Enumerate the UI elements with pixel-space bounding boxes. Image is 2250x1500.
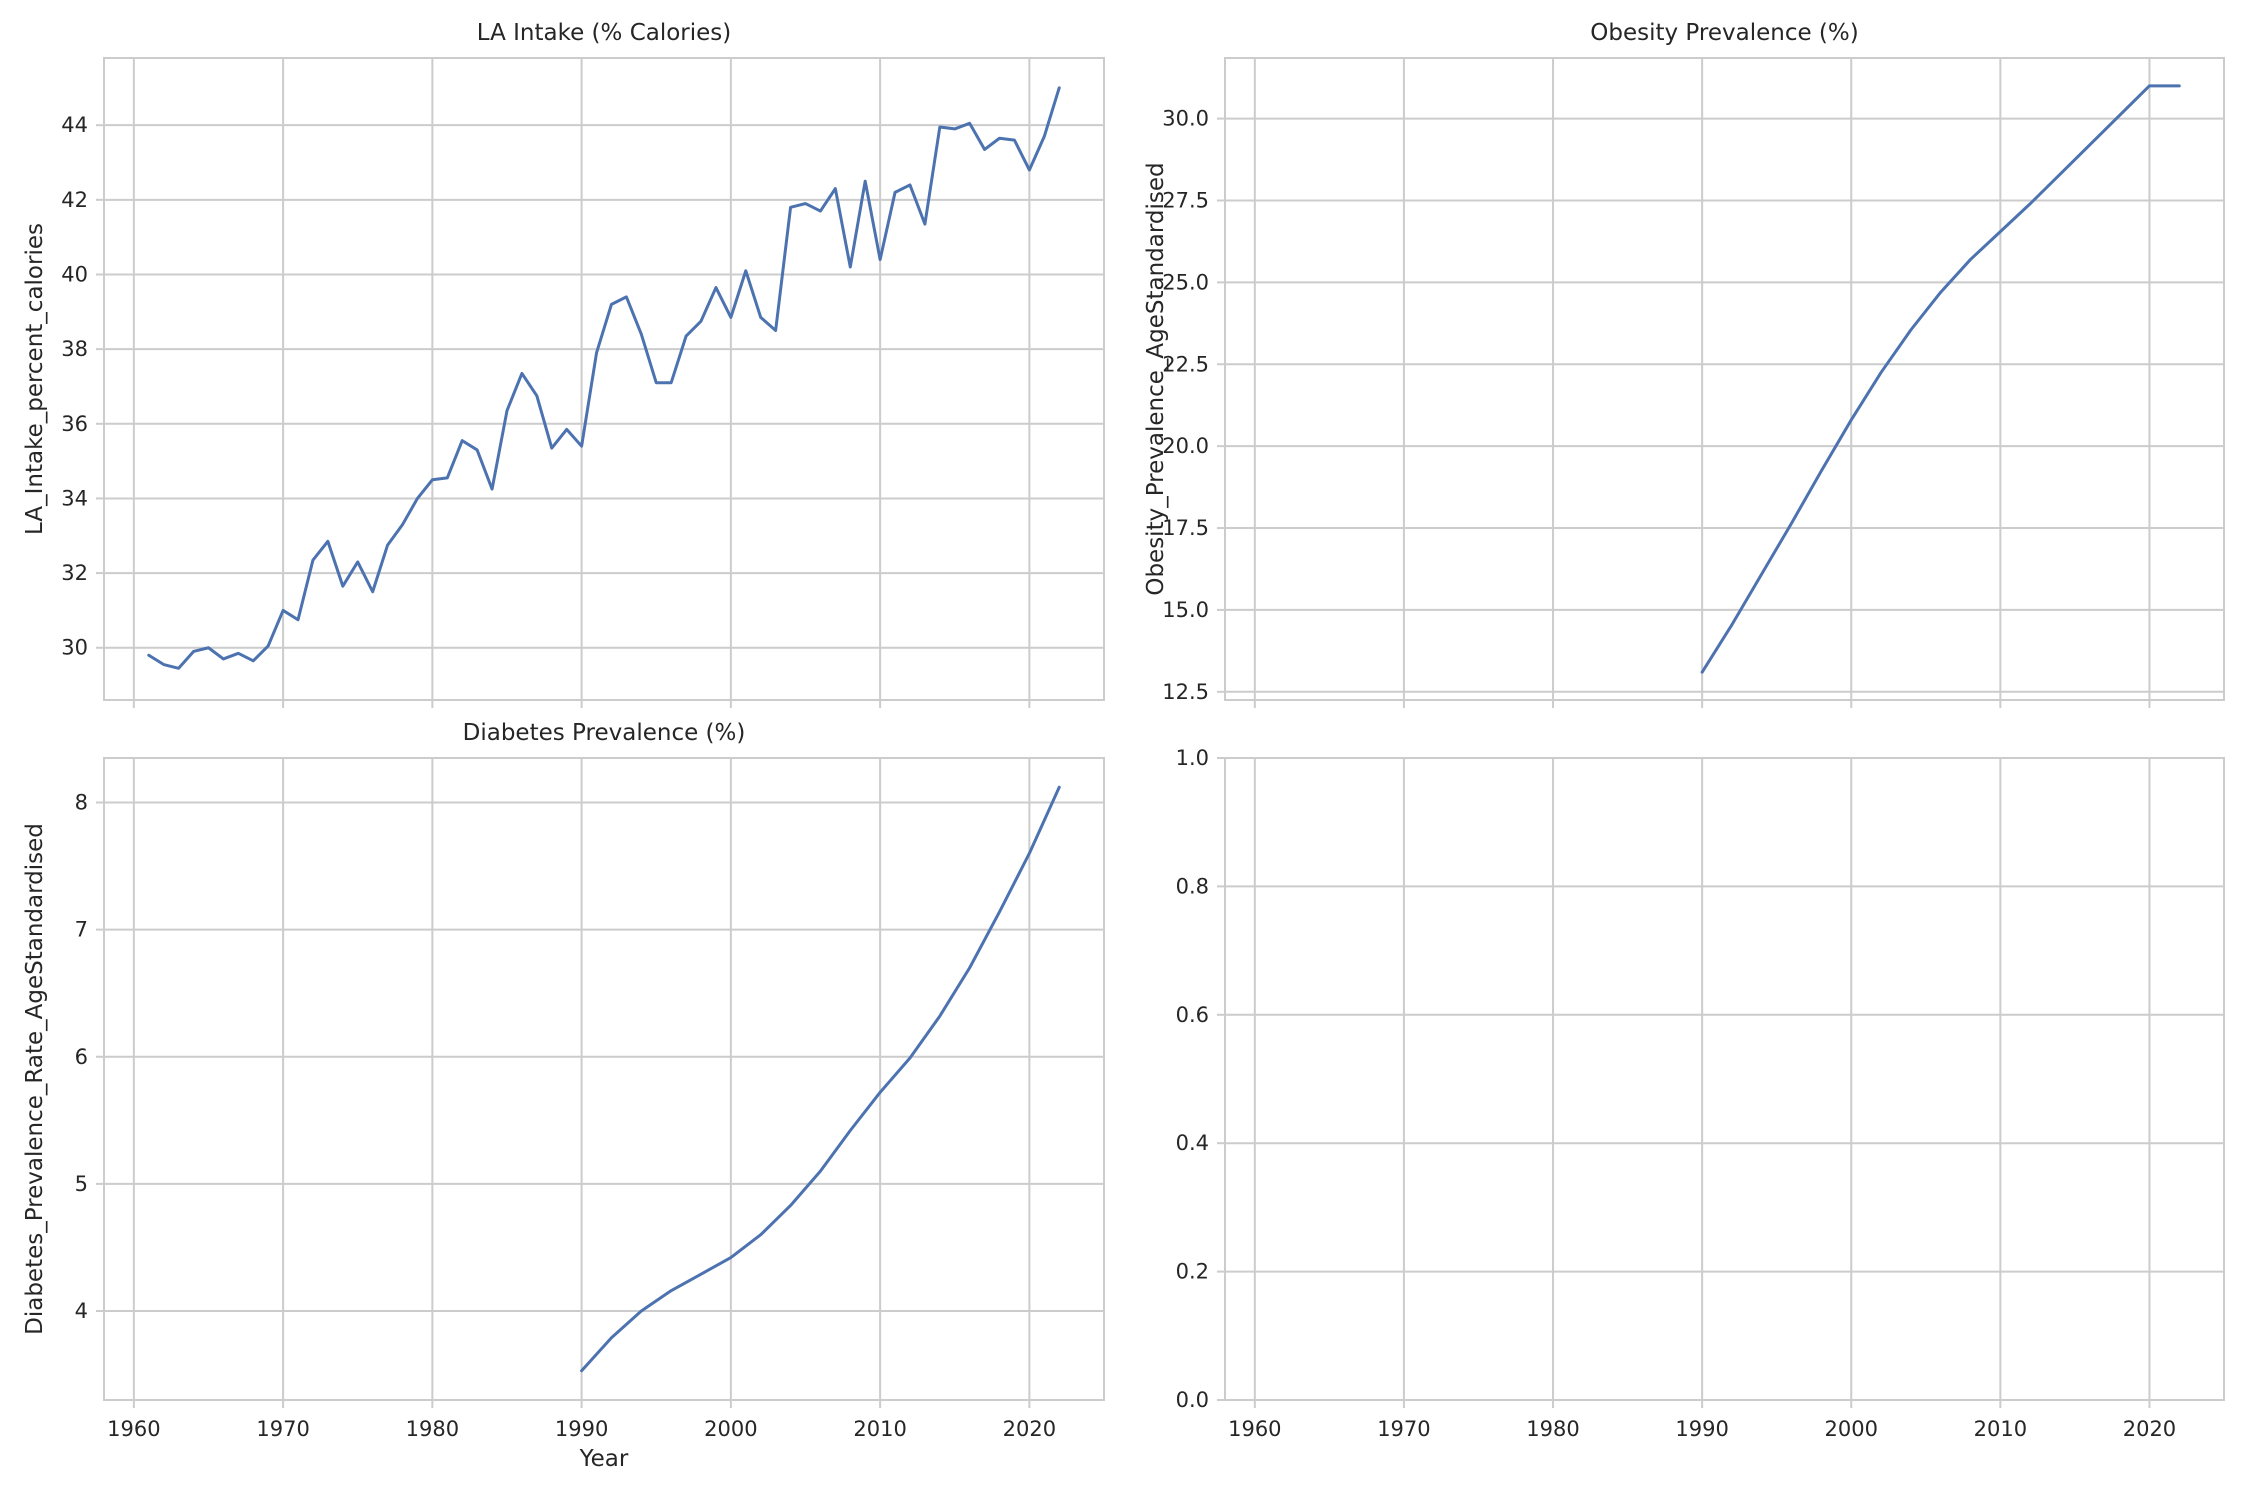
y-tick-label: 25.0 — [1162, 270, 1209, 294]
x-tick-label: 1980 — [1526, 1417, 1579, 1441]
series-line — [580, 785, 1061, 1373]
y-tick-label: 7 — [75, 918, 88, 942]
y-tick-label: 38 — [61, 337, 88, 361]
y-tick-label: 44 — [61, 113, 88, 137]
y-tick-label: 22.5 — [1162, 352, 1209, 376]
plot-frame — [1224, 757, 2225, 1401]
y-tick-label: 36 — [61, 412, 88, 436]
y-axis-label: Diabetes_Prevalence_Rate_AgeStandardised — [22, 823, 48, 1335]
x-tick-label: 1980 — [406, 1417, 459, 1441]
x-tick-label: 2000 — [704, 1417, 757, 1441]
x-axis-label: Year — [579, 1446, 629, 1472]
y-tick-label: 32 — [61, 561, 88, 585]
y-tick-label: 0.0 — [1176, 1388, 1209, 1412]
panel-3: 1960 1970 1980 1990 2000 2010 2020 4 5 6 7 8 Diabete… — [22, 720, 1105, 1472]
y-tick-label: 42 — [61, 188, 88, 212]
y-tick-label: 0.4 — [1176, 1131, 1209, 1155]
x-tick-label: 1990 — [1675, 1417, 1728, 1441]
y-tick-label: 30 — [61, 636, 88, 660]
x-tick-label: 2010 — [853, 1417, 906, 1441]
x-tick-label: 1960 — [1228, 1417, 1281, 1441]
panel-title: LA Intake (% Calories) — [477, 20, 732, 46]
panel-title: Obesity Prevalence (%) — [1590, 20, 1858, 46]
x-tick-label: 2010 — [1974, 1417, 2027, 1441]
y-tick-label: 27.5 — [1162, 188, 1209, 212]
y-tick-label: 12.5 — [1162, 680, 1209, 704]
y-tick-label: 8 — [75, 790, 88, 814]
y-tick-label: 40 — [61, 262, 88, 286]
plot-frame — [1224, 57, 2225, 701]
panel-title: Diabetes Prevalence (%) — [463, 720, 746, 746]
y-tick-label: 0.6 — [1176, 1003, 1209, 1027]
y-axis-label: Obesity_Prevalence_AgeStandardised — [1143, 162, 1169, 595]
x-tick-label: 2020 — [1003, 1417, 1056, 1441]
plot-area — [103, 57, 1105, 701]
y-tick-label: 34 — [61, 486, 88, 510]
series-line — [147, 86, 1061, 670]
panel-2: 12.5 15.0 17.5 20.0 22.5 25.0 27.5 30.0 Obesity … — [1143, 20, 2225, 708]
x-tick-label: 2020 — [2123, 1417, 2176, 1441]
panel-1: 30 32 34 36 38 40 42 44 LA Intake (% Calories) LA… — [22, 20, 1105, 708]
y-tick-label: 6 — [75, 1045, 88, 1069]
y-tick-label: 0.2 — [1176, 1260, 1209, 1284]
y-tick-label: 20.0 — [1162, 434, 1209, 458]
plot-area — [1224, 57, 2225, 701]
y-axis-label: LA_Intake_percent_calories — [22, 223, 48, 535]
y-tick-label: 5 — [75, 1172, 88, 1196]
y-tick-label: 1.0 — [1176, 746, 1209, 770]
plot-area — [103, 757, 1105, 1401]
x-tick-label: 1960 — [107, 1417, 160, 1441]
plot-area — [1224, 757, 2225, 1401]
y-tick-label: 15.0 — [1162, 598, 1209, 622]
y-tick-label: 17.5 — [1162, 516, 1209, 540]
x-tick-label: 2000 — [1825, 1417, 1878, 1441]
y-tick-label: 0.8 — [1176, 874, 1209, 898]
y-tick-label: 30.0 — [1162, 107, 1209, 131]
x-tick-label: 1970 — [256, 1417, 309, 1441]
plot-frame — [103, 757, 1105, 1401]
x-tick-label: 1990 — [555, 1417, 608, 1441]
x-tick-label: 1970 — [1377, 1417, 1430, 1441]
y-tick-label: 4 — [75, 1299, 88, 1323]
plot-frame — [103, 57, 1105, 701]
series-line — [1700, 84, 2181, 674]
panel-4: 1960 1970 1980 1990 2000 2010 2020 0.0 0.2 0.4 0.6… — [1176, 746, 2225, 1441]
